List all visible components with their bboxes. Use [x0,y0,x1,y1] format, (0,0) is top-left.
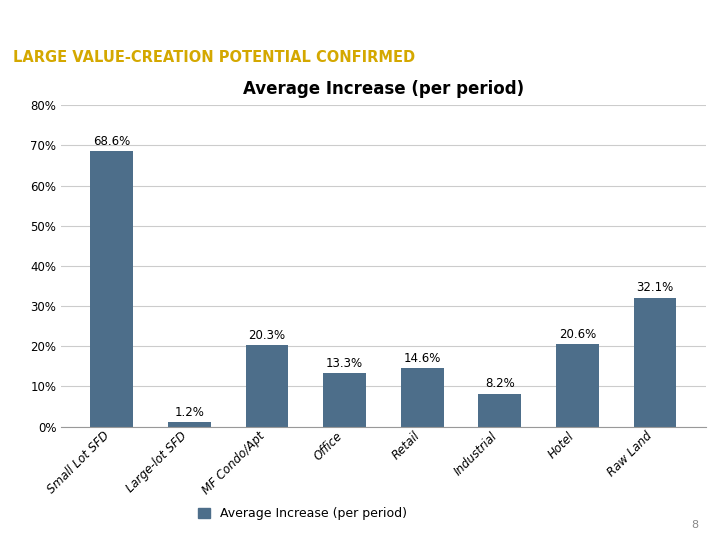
Bar [634,298,676,427]
Title: Average Increase (per period): Average Increase (per period) [243,80,524,98]
Bar [168,422,211,427]
Text: 14.6%: 14.6% [403,352,441,365]
Text: 32.1%: 32.1% [636,281,674,294]
Text: 68.6%: 68.6% [93,135,130,148]
Text: LARGE VALUE-CREATION POTENTIAL CONFIRMED: LARGE VALUE-CREATION POTENTIAL CONFIRMED [13,50,415,65]
Bar [556,344,599,427]
Text: 1.2%: 1.2% [174,406,204,419]
Bar [91,151,133,427]
Bar [479,394,521,427]
Text: 20.6%: 20.6% [559,328,596,341]
Text: 20.3%: 20.3% [248,329,286,342]
Text: 8.2%: 8.2% [485,377,515,390]
Legend: Average Increase (per period): Average Increase (per period) [198,507,407,520]
Bar [246,345,288,427]
Text: VALUE INCREASES FROM STREETCAR: VALUE INCREASES FROM STREETCAR [13,16,402,35]
Bar [323,373,366,427]
Text: 8: 8 [691,520,698,530]
Text: 13.3%: 13.3% [326,357,363,370]
Bar [401,368,444,427]
